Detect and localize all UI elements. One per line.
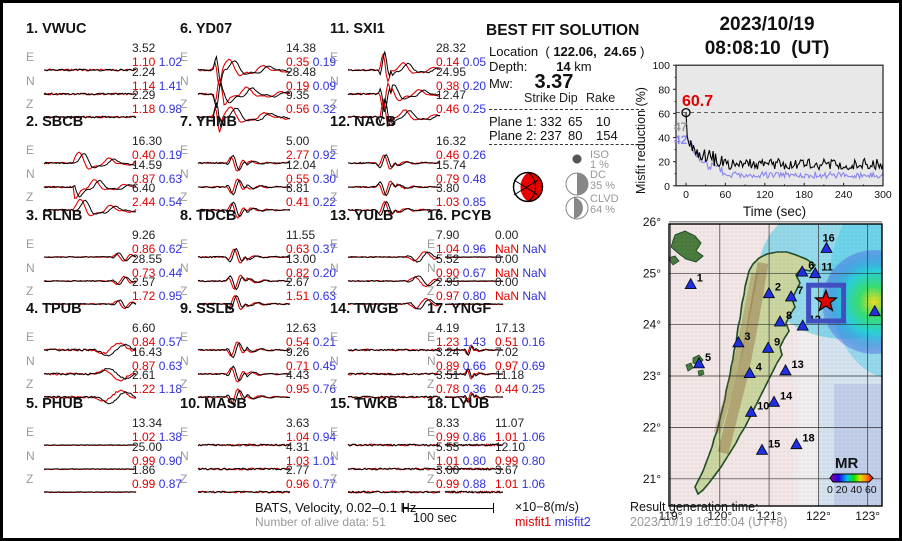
svg-text:25°: 25° <box>643 266 661 280</box>
svg-text:13: 13 <box>792 359 804 371</box>
svg-text:14: 14 <box>780 390 793 402</box>
svg-text:120: 120 <box>756 189 774 201</box>
svg-text:180: 180 <box>795 189 813 201</box>
svg-text:8: 8 <box>786 310 792 322</box>
svg-text:21°: 21° <box>643 472 661 486</box>
svg-text:9: 9 <box>774 336 780 348</box>
svg-text:18: 18 <box>802 433 814 445</box>
svg-text:80: 80 <box>658 84 670 96</box>
svg-text:7: 7 <box>797 285 803 297</box>
svg-text:60: 60 <box>658 108 670 120</box>
svg-text:26°: 26° <box>643 215 661 229</box>
svg-text:16: 16 <box>823 233 835 245</box>
svg-text:2: 2 <box>775 282 781 294</box>
svg-text:11: 11 <box>821 262 833 274</box>
svg-text:3: 3 <box>744 331 750 343</box>
svg-text:40: 40 <box>658 133 670 145</box>
svg-text:24°: 24° <box>643 318 661 332</box>
svg-text:60: 60 <box>720 189 732 201</box>
svg-text:0: 0 <box>664 181 670 193</box>
svg-text:300: 300 <box>874 189 892 201</box>
svg-text:10: 10 <box>757 400 769 412</box>
svg-text:123°: 123° <box>855 509 880 523</box>
svg-text:15: 15 <box>768 438 780 450</box>
svg-text:240: 240 <box>835 189 853 201</box>
svg-text:5: 5 <box>705 352 711 364</box>
svg-text:20: 20 <box>658 157 670 169</box>
svg-text:4: 4 <box>756 362 763 374</box>
svg-text:23°: 23° <box>643 369 661 383</box>
svg-text:22°: 22° <box>643 420 661 434</box>
svg-text:100: 100 <box>652 60 670 72</box>
svg-text:1: 1 <box>697 273 703 285</box>
svg-text:0: 0 <box>683 189 689 201</box>
svg-text:122°: 122° <box>806 509 831 523</box>
